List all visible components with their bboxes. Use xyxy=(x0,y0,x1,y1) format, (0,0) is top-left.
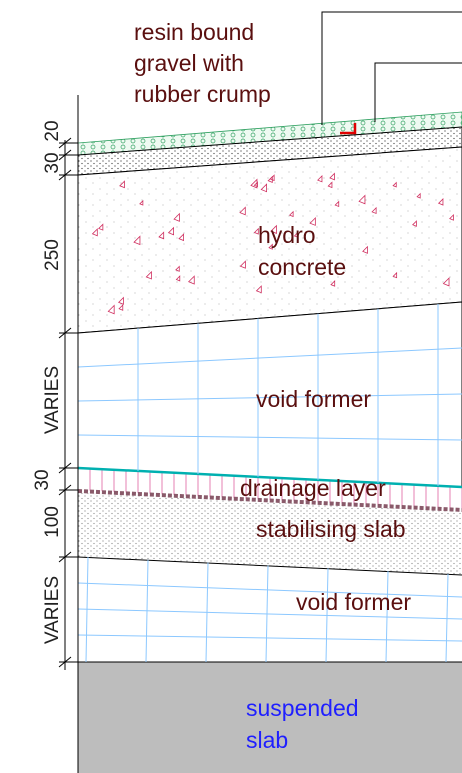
aggregate-mark xyxy=(411,220,417,227)
aggregate xyxy=(91,172,454,315)
label: void former xyxy=(296,589,411,615)
aggregate-mark xyxy=(288,210,294,218)
grid-line xyxy=(77,582,462,598)
leaders xyxy=(321,11,462,135)
slab-line xyxy=(77,556,462,576)
aggregate-mark xyxy=(327,181,333,189)
label: gravel with xyxy=(134,50,244,76)
aggregate-mark xyxy=(139,199,144,206)
aggregate-mark xyxy=(91,228,98,237)
aggregate-mark xyxy=(253,181,258,188)
leader xyxy=(374,62,462,122)
aggregate-mark xyxy=(329,172,335,181)
aggregate-mark xyxy=(187,275,195,285)
aggregate-mark xyxy=(437,198,444,206)
label: resin bound xyxy=(134,19,254,45)
aggregate-mark xyxy=(175,265,180,272)
membrane xyxy=(77,489,462,512)
aggregate-mark xyxy=(270,224,277,234)
dimension: 30 xyxy=(42,152,63,173)
aggregate-mark xyxy=(392,181,397,188)
aggregate-mark xyxy=(416,192,421,199)
drainage-line xyxy=(77,466,462,489)
dimension: VARIES xyxy=(42,366,63,434)
aggregate-mark xyxy=(178,233,184,242)
dimension: 30 xyxy=(32,469,53,490)
label: concrete xyxy=(258,254,346,280)
aggregate-mark xyxy=(260,183,267,193)
grid-line xyxy=(77,608,462,620)
grid-line xyxy=(77,393,462,402)
drainage-band xyxy=(78,468,462,510)
grid-line xyxy=(77,347,462,368)
aggregate-mark xyxy=(293,231,299,238)
label: slab xyxy=(246,727,288,753)
aggregate-mark xyxy=(173,212,180,222)
stabilising-slab xyxy=(78,493,462,575)
aggregate-mark xyxy=(317,174,323,183)
suspended-slab xyxy=(78,662,462,773)
aggregate-mark xyxy=(250,178,258,189)
aggregate-mark xyxy=(167,226,174,236)
aggregate-mark xyxy=(158,231,165,240)
aggregate-mark xyxy=(334,200,340,208)
aggregate-mark xyxy=(98,223,104,231)
aggregate-mark xyxy=(239,260,246,269)
aggregate-mark xyxy=(330,280,336,287)
dimension: VARIES xyxy=(42,576,63,644)
aggregate-mark xyxy=(267,175,273,183)
aggregate-mark xyxy=(175,275,181,282)
aggregate-mark xyxy=(358,194,366,205)
labels: resin bound gravel with rubber crump hyd… xyxy=(134,19,411,753)
aggregate-mark xyxy=(255,285,262,294)
aggregate-mark xyxy=(239,206,246,216)
aggregate-mark xyxy=(133,235,141,246)
label: rubber crump xyxy=(134,81,271,107)
marker xyxy=(340,123,357,135)
aggregate-mark xyxy=(392,271,398,279)
aggregate-mark xyxy=(309,216,316,226)
label: hydro xyxy=(258,222,316,248)
leader xyxy=(321,11,462,125)
grid-line xyxy=(445,573,449,663)
aggregate-mark xyxy=(449,213,454,221)
label: stabilising slab xyxy=(256,516,406,542)
aggregate-mark xyxy=(268,243,273,250)
grid-line xyxy=(385,571,389,663)
label: drainage layer xyxy=(240,475,386,501)
aggregate-mark xyxy=(362,245,368,254)
label: void former xyxy=(256,386,371,412)
layers xyxy=(77,111,462,773)
aggregate-mark xyxy=(117,296,124,305)
dimension: 20 xyxy=(42,120,63,141)
aggregate-mark xyxy=(119,180,125,189)
dimension-line xyxy=(58,95,79,773)
dimension: 100 xyxy=(42,506,63,538)
aggregate-mark xyxy=(118,304,124,311)
aggregate-mark xyxy=(253,227,259,235)
grid-line xyxy=(77,434,462,441)
aggregate-mark xyxy=(442,277,450,287)
aggregate-mark xyxy=(107,304,115,315)
dimensions: 20 30 250 VARIES 30 100 VARIES xyxy=(32,120,63,644)
dimension: 250 xyxy=(42,239,63,271)
aggregate-mark xyxy=(371,206,377,215)
grid-line xyxy=(77,634,462,642)
label: suspended xyxy=(246,695,359,721)
aggregate-mark xyxy=(145,270,152,280)
